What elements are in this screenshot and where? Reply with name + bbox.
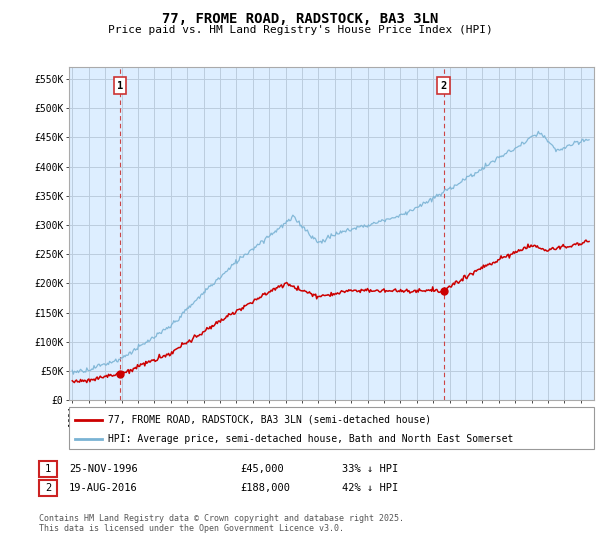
Text: 77, FROME ROAD, RADSTOCK, BA3 3LN (semi-detached house): 77, FROME ROAD, RADSTOCK, BA3 3LN (semi-… (108, 415, 431, 424)
Text: 2: 2 (45, 483, 51, 493)
Text: 1: 1 (117, 81, 123, 91)
Text: 77, FROME ROAD, RADSTOCK, BA3 3LN: 77, FROME ROAD, RADSTOCK, BA3 3LN (162, 12, 438, 26)
Text: 33% ↓ HPI: 33% ↓ HPI (342, 464, 398, 474)
Text: Price paid vs. HM Land Registry's House Price Index (HPI): Price paid vs. HM Land Registry's House … (107, 25, 493, 35)
Text: 42% ↓ HPI: 42% ↓ HPI (342, 483, 398, 493)
Text: HPI: Average price, semi-detached house, Bath and North East Somerset: HPI: Average price, semi-detached house,… (108, 433, 514, 444)
Text: 19-AUG-2016: 19-AUG-2016 (69, 483, 138, 493)
Text: 2: 2 (440, 81, 446, 91)
Text: 25-NOV-1996: 25-NOV-1996 (69, 464, 138, 474)
Text: £188,000: £188,000 (240, 483, 290, 493)
Text: £45,000: £45,000 (240, 464, 284, 474)
Text: Contains HM Land Registry data © Crown copyright and database right 2025.
This d: Contains HM Land Registry data © Crown c… (39, 514, 404, 534)
Text: 1: 1 (45, 464, 51, 474)
